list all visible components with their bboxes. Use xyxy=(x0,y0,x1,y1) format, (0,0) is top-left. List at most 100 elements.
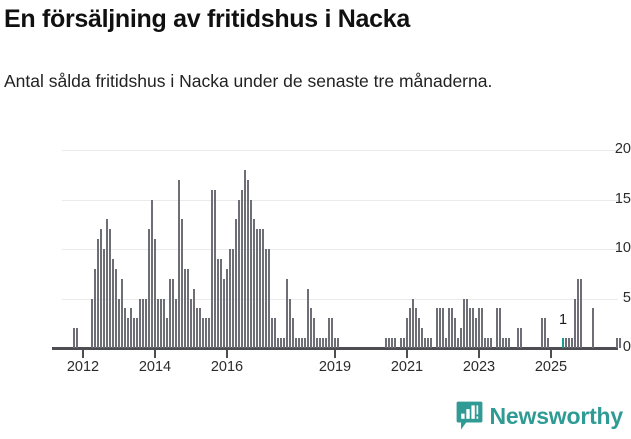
bar xyxy=(409,308,411,348)
bar xyxy=(469,308,471,348)
bar xyxy=(265,249,267,348)
bar xyxy=(490,338,492,348)
newsworthy-logo: Newsworthy xyxy=(456,401,623,431)
bar xyxy=(106,219,108,348)
bar xyxy=(202,318,204,348)
bar xyxy=(223,278,225,348)
bar xyxy=(262,229,264,348)
bar xyxy=(214,189,216,348)
bar xyxy=(292,318,294,348)
bar xyxy=(175,298,177,348)
bar xyxy=(298,338,300,348)
x-axis-tick-label: 2019 xyxy=(318,359,352,375)
bar xyxy=(463,298,465,348)
bar xyxy=(400,338,402,348)
bar xyxy=(466,298,468,348)
x-axis-tick xyxy=(226,350,228,358)
bar xyxy=(472,308,474,348)
bar xyxy=(457,338,459,348)
bar xyxy=(253,219,255,348)
bar xyxy=(196,308,198,348)
bar xyxy=(232,249,234,348)
bar xyxy=(445,338,447,348)
bar xyxy=(304,338,306,348)
bar xyxy=(259,229,261,348)
bar xyxy=(73,328,75,348)
bar xyxy=(97,239,99,348)
x-axis-tick xyxy=(334,350,336,358)
bar xyxy=(580,278,582,348)
bar xyxy=(163,298,165,348)
bar xyxy=(334,338,336,348)
bar xyxy=(247,179,249,348)
bar xyxy=(235,219,237,348)
bar xyxy=(271,318,273,348)
bar xyxy=(616,338,618,348)
bar xyxy=(286,278,288,348)
newsworthy-logo-text: Newsworthy xyxy=(489,402,624,429)
bar xyxy=(205,318,207,348)
bar xyxy=(109,229,111,348)
bar xyxy=(244,169,246,348)
x-axis-tick xyxy=(82,350,84,358)
bar xyxy=(403,338,405,348)
bar xyxy=(274,318,276,348)
bar xyxy=(496,308,498,348)
bar xyxy=(427,338,429,348)
x-axis-tick xyxy=(478,350,480,358)
bar xyxy=(277,338,279,348)
bar xyxy=(229,249,231,348)
bar xyxy=(127,318,129,348)
bar xyxy=(577,278,579,348)
bar xyxy=(619,338,621,348)
bar xyxy=(130,308,132,348)
bar xyxy=(181,219,183,348)
bar xyxy=(199,308,201,348)
bar xyxy=(487,338,489,348)
bar xyxy=(187,268,189,348)
bar xyxy=(76,328,78,348)
bar xyxy=(328,318,330,348)
x-axis-tick-label: 2012 xyxy=(66,359,100,375)
bar xyxy=(154,239,156,348)
bar xyxy=(148,229,150,348)
x-axis-tick xyxy=(406,350,408,358)
bar xyxy=(478,308,480,348)
bar xyxy=(388,338,390,348)
bar xyxy=(166,318,168,348)
bar xyxy=(415,308,417,348)
bar xyxy=(115,268,117,348)
bar xyxy=(391,338,393,348)
chart-bars xyxy=(73,169,621,348)
bar xyxy=(112,258,114,348)
bar xyxy=(268,249,270,348)
bar-chart-speech-bubble-icon xyxy=(456,401,483,431)
bar xyxy=(406,318,408,348)
bar xyxy=(100,229,102,348)
bar xyxy=(442,308,444,348)
bar xyxy=(517,328,519,348)
bar xyxy=(295,338,297,348)
bar xyxy=(208,318,210,348)
bar xyxy=(145,298,147,348)
bar xyxy=(256,229,258,348)
x-axis-tick-label: 2016 xyxy=(210,359,244,375)
bar xyxy=(430,338,432,348)
x-axis-tick xyxy=(550,350,552,358)
bar xyxy=(448,308,450,348)
bar xyxy=(184,268,186,348)
bar xyxy=(325,338,327,348)
bar xyxy=(454,318,456,348)
bar xyxy=(139,298,141,348)
bar xyxy=(121,278,123,348)
page-title: En försäljning av fritidshus i Nacka xyxy=(4,5,410,33)
bar xyxy=(436,308,438,348)
bar xyxy=(424,338,426,348)
bar xyxy=(151,199,153,348)
bar xyxy=(250,199,252,348)
x-axis-tick-label: 2025 xyxy=(534,359,568,375)
bar xyxy=(136,318,138,348)
bar xyxy=(169,278,171,348)
x-axis-tick-label: 2021 xyxy=(390,359,424,375)
